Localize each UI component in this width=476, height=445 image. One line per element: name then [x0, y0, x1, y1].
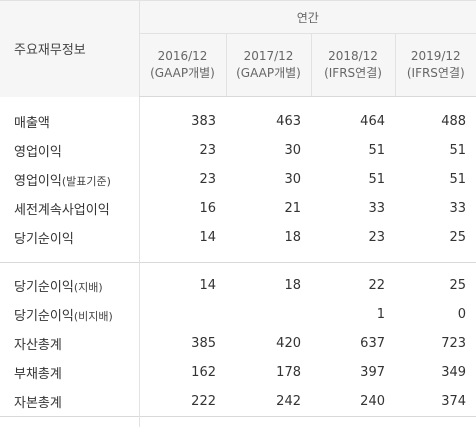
table-row: 당기순이익(비지배) 1 0: [0, 300, 476, 329]
row-label: 영업이익: [0, 136, 140, 165]
cell-value: 420: [276, 336, 301, 351]
row-label: 영업이익(발표기준): [0, 165, 140, 194]
group-divider: [0, 262, 476, 271]
row-label: 매출액: [0, 107, 140, 136]
cell-value: 51: [368, 172, 385, 187]
cell-value: 463: [276, 114, 301, 129]
column-basis: (GAAP개별): [150, 66, 215, 80]
cell-value: 22: [368, 278, 385, 293]
cell-value: 397: [360, 365, 385, 380]
cell-value: 51: [368, 143, 385, 158]
cell-value: 14: [199, 278, 216, 293]
cell-value: 242: [276, 394, 301, 409]
period-header: 연간: [138, 0, 476, 34]
row-label: 자산총계: [0, 329, 140, 358]
cell-value: [139, 300, 226, 329]
cell-value: 16: [199, 201, 216, 216]
column-year: 2017/12: [243, 49, 294, 63]
cell-value: 178: [276, 365, 301, 380]
cell-value: 30: [284, 172, 301, 187]
cell-value: 240: [360, 394, 385, 409]
cell-value: 385: [191, 336, 216, 351]
table-bottom-border: [0, 416, 476, 427]
cell-value: 637: [360, 336, 385, 351]
cell-value: 18: [284, 278, 301, 293]
cell-value: 162: [191, 365, 216, 380]
cell-value: 383: [191, 114, 216, 129]
column-header-2019: 2019/12 (IFRS연결): [394, 33, 476, 97]
row-label: 당기순이익(지배): [0, 271, 140, 300]
cell-value: 23: [199, 143, 216, 158]
cell-value: 25: [449, 278, 467, 293]
header-label: 주요재무정보: [0, 0, 139, 97]
table-row: 당기순이익 14 18 23 25: [0, 223, 476, 252]
column-basis: (IFRS연결): [324, 66, 382, 80]
cell-value: 25: [449, 230, 467, 245]
column-year: 2016/12: [157, 49, 208, 63]
cell-value: [226, 300, 311, 329]
cell-value: 349: [441, 365, 467, 380]
table-row: 자산총계 385 420 637 723: [0, 329, 476, 358]
cell-value: 23: [199, 172, 216, 187]
cell-value: 23: [368, 230, 385, 245]
table-row: 영업이익 23 30 51 51: [0, 136, 476, 165]
column-header-2016: 2016/12 (GAAP개별): [138, 33, 226, 97]
cell-value: 51: [449, 172, 467, 187]
cell-value: 18: [284, 230, 301, 245]
spacer: [0, 96, 140, 107]
cell-value: 222: [191, 394, 216, 409]
cell-value: 21: [284, 201, 301, 216]
column-header-2017: 2017/12 (GAAP개별): [225, 33, 311, 97]
table-row: 매출액 383 463 464 488: [0, 107, 476, 136]
cell-value: 30: [284, 143, 301, 158]
column-header-2018: 2018/12 (IFRS연결): [310, 33, 395, 97]
row-label: 당기순이익: [0, 223, 140, 252]
column-year: 2018/12: [328, 49, 378, 63]
cell-value: 14: [199, 230, 216, 245]
row-label: 자본총계: [0, 387, 140, 417]
table-row: 세전계속사업이익 16 21 33 33: [0, 194, 476, 223]
cell-value: 1: [376, 307, 385, 322]
cell-value: 51: [449, 143, 467, 158]
cell-value: 33: [449, 201, 467, 216]
spacer: [0, 252, 140, 263]
cell-value: 723: [441, 336, 467, 351]
row-label: 세전계속사업이익: [0, 194, 140, 223]
table-row: 자본총계 222 242 240 374: [0, 387, 476, 417]
table-row: 영업이익(발표기준) 23 30 51 51: [0, 165, 476, 194]
column-basis: (GAAP개별): [236, 66, 301, 80]
column-year: 2019/12: [410, 49, 461, 63]
financial-summary-table: 주요재무정보 연간 2016/12 (GAAP개별) 2017/12 (GAAP…: [0, 0, 476, 427]
column-basis: (IFRS연결): [406, 66, 465, 80]
row-label: 부채총계: [0, 358, 140, 387]
cell-value: 488: [441, 114, 467, 129]
cell-value: 33: [368, 201, 385, 216]
cell-value: 374: [441, 394, 467, 409]
cell-value: 464: [360, 114, 385, 129]
table-row: 부채총계 162 178 397 349: [0, 358, 476, 387]
cell-value: 0: [457, 307, 467, 322]
row-label: 당기순이익(비지배): [0, 300, 140, 329]
table-row: 당기순이익(지배) 14 18 22 25: [0, 271, 476, 300]
